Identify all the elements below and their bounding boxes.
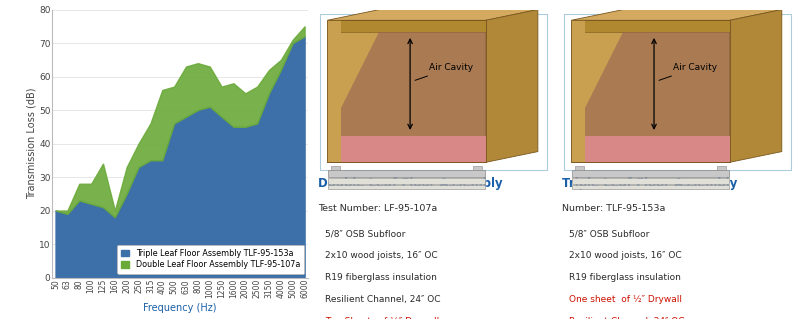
Polygon shape	[571, 20, 730, 32]
Polygon shape	[327, 136, 486, 162]
Text: Two Sheets of ½″ Drywall: Two Sheets of ½″ Drywall	[325, 317, 439, 319]
Polygon shape	[574, 166, 584, 170]
Text: Air Cavity: Air Cavity	[659, 63, 717, 80]
Polygon shape	[327, 10, 538, 20]
Y-axis label: Transmission Loss (dB): Transmission Loss (dB)	[26, 88, 36, 199]
Polygon shape	[486, 10, 538, 162]
Text: Number: TLF-95-153a: Number: TLF-95-153a	[562, 204, 665, 213]
Text: Test Number: LF-95-107a: Test Number: LF-95-107a	[318, 204, 437, 213]
Text: 5/8″ OSB Subfloor: 5/8″ OSB Subfloor	[325, 229, 406, 238]
Polygon shape	[717, 166, 726, 170]
Text: Resilient Channel, 24″ OC: Resilient Channel, 24″ OC	[325, 295, 441, 304]
Text: 2x10 wood joists, 16″ OC: 2x10 wood joists, 16″ OC	[569, 251, 682, 260]
Polygon shape	[730, 10, 782, 162]
Polygon shape	[572, 170, 729, 177]
Text: Air Cavity: Air Cavity	[415, 63, 473, 80]
Legend: Triple Leaf Floor Assembly TLF-95-153a, Double Leaf Floor Assembly TLF-95-107a: Triple Leaf Floor Assembly TLF-95-153a, …	[117, 245, 304, 273]
FancyBboxPatch shape	[320, 14, 547, 170]
Polygon shape	[331, 166, 340, 170]
Text: One sheet  of ½″ Drywall: One sheet of ½″ Drywall	[569, 295, 682, 304]
Polygon shape	[571, 20, 730, 162]
Text: R19 fiberglass insulation: R19 fiberglass insulation	[325, 273, 437, 282]
Text: Double Leaf Floor Assembly: Double Leaf Floor Assembly	[318, 177, 502, 190]
Text: 2x10 wood joists, 16″ OC: 2x10 wood joists, 16″ OC	[325, 251, 438, 260]
Polygon shape	[572, 185, 729, 189]
Text: 5/8″ OSB Subfloor: 5/8″ OSB Subfloor	[569, 229, 650, 238]
Polygon shape	[571, 136, 730, 162]
X-axis label: Frequency (Hz): Frequency (Hz)	[143, 303, 217, 313]
Polygon shape	[571, 32, 730, 136]
Text: Triple Leaf Floor Assembly: Triple Leaf Floor Assembly	[562, 177, 737, 190]
Text: R19 fiberglass insulation: R19 fiberglass insulation	[569, 273, 681, 282]
Polygon shape	[571, 10, 782, 20]
Polygon shape	[571, 20, 586, 162]
Polygon shape	[327, 20, 486, 162]
Polygon shape	[327, 20, 342, 162]
Polygon shape	[473, 166, 482, 170]
Polygon shape	[329, 170, 485, 177]
Polygon shape	[572, 178, 729, 184]
Polygon shape	[329, 185, 485, 189]
Polygon shape	[327, 32, 486, 136]
Text: Resilient Channel, 24″ OC: Resilient Channel, 24″ OC	[569, 317, 684, 319]
FancyBboxPatch shape	[564, 14, 791, 170]
Polygon shape	[329, 178, 485, 184]
Polygon shape	[327, 20, 486, 32]
